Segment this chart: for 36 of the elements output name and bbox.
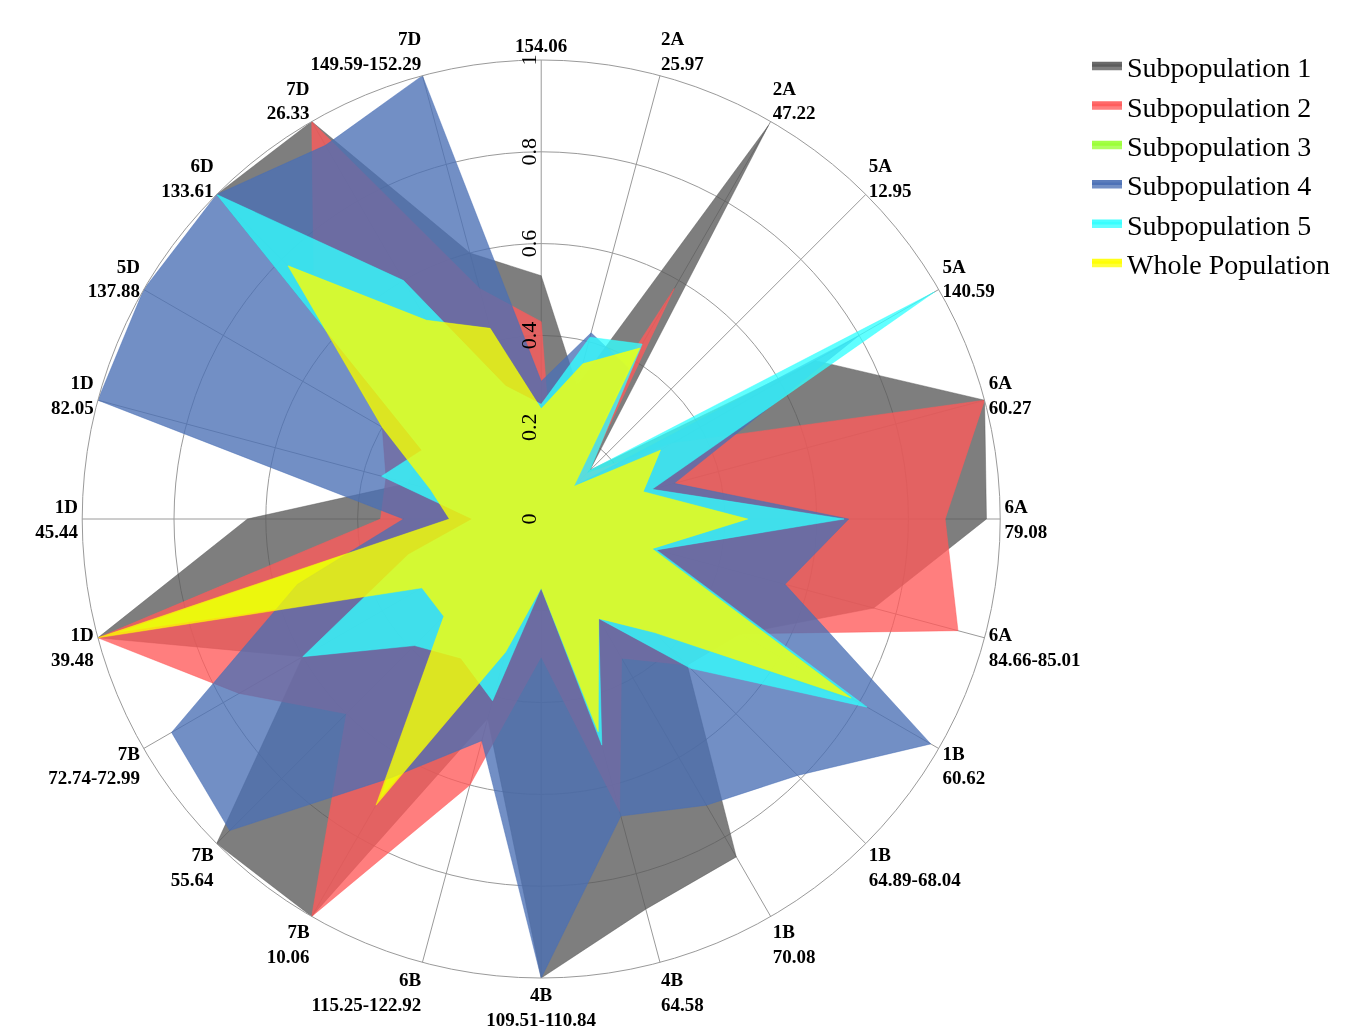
legend-label: Subpopulation 4	[1127, 170, 1312, 202]
spoke-label: 1B 70.08	[772, 921, 816, 968]
spoke-label: 1D 45.44	[35, 496, 79, 542]
spoke-label: 7B 72.74-72.99	[48, 742, 141, 789]
y-tick-label: 0.8	[516, 138, 542, 166]
spoke-label: 1D 82.05	[50, 371, 94, 418]
spoke-label: 6D 133.61	[161, 155, 214, 202]
spoke-label: 4B 109.51-110.84	[486, 984, 597, 1030]
y-tick-label: 0	[516, 513, 542, 525]
spoke-label: 1B 64.89-68.04	[868, 844, 962, 890]
spoke-label: 7B 55.64	[170, 844, 215, 890]
spoke-label: 2A 25.97	[661, 28, 705, 74]
spoke-label: 1B 60.62	[942, 742, 986, 789]
spoke-label: 2A 47.22	[772, 77, 816, 124]
y-tick-label: 1	[516, 54, 542, 66]
spoke-label: 154.06	[515, 34, 568, 56]
spoke-label: 4B 64.58	[661, 969, 704, 1015]
spoke-label: 6A 79.08	[1004, 496, 1048, 542]
y-tick-label: 0.4	[516, 321, 542, 350]
spoke-label: 7D 149.59-152.29	[310, 28, 422, 74]
spoke-label: 7B 10.06	[266, 921, 310, 968]
legend-label: Subpopulation 3	[1127, 131, 1312, 163]
spoke-label: 6A 84.66-85.01	[988, 624, 1081, 670]
legend-label: Subpopulation 2	[1127, 91, 1312, 123]
spoke-label: 5A 140.59	[942, 255, 995, 302]
legend-label: Whole Population	[1127, 249, 1330, 281]
y-tick-label: 0.2	[516, 413, 542, 441]
spoke-label: 7D 26.33	[266, 77, 310, 124]
spoke-label: 6B 115.25-122.92	[311, 969, 422, 1015]
legend-label: Subpopulation 1	[1127, 52, 1312, 84]
y-tick-label: 0.6	[516, 229, 542, 258]
spoke-label: 1D 39.48	[50, 624, 94, 670]
legend-label: Subpopulation 5	[1127, 209, 1312, 241]
spoke-label: 6A 60.27	[988, 371, 1032, 418]
spoke-label: 5A 12.95	[868, 155, 912, 202]
spoke-label: 5D 137.88	[87, 255, 140, 302]
